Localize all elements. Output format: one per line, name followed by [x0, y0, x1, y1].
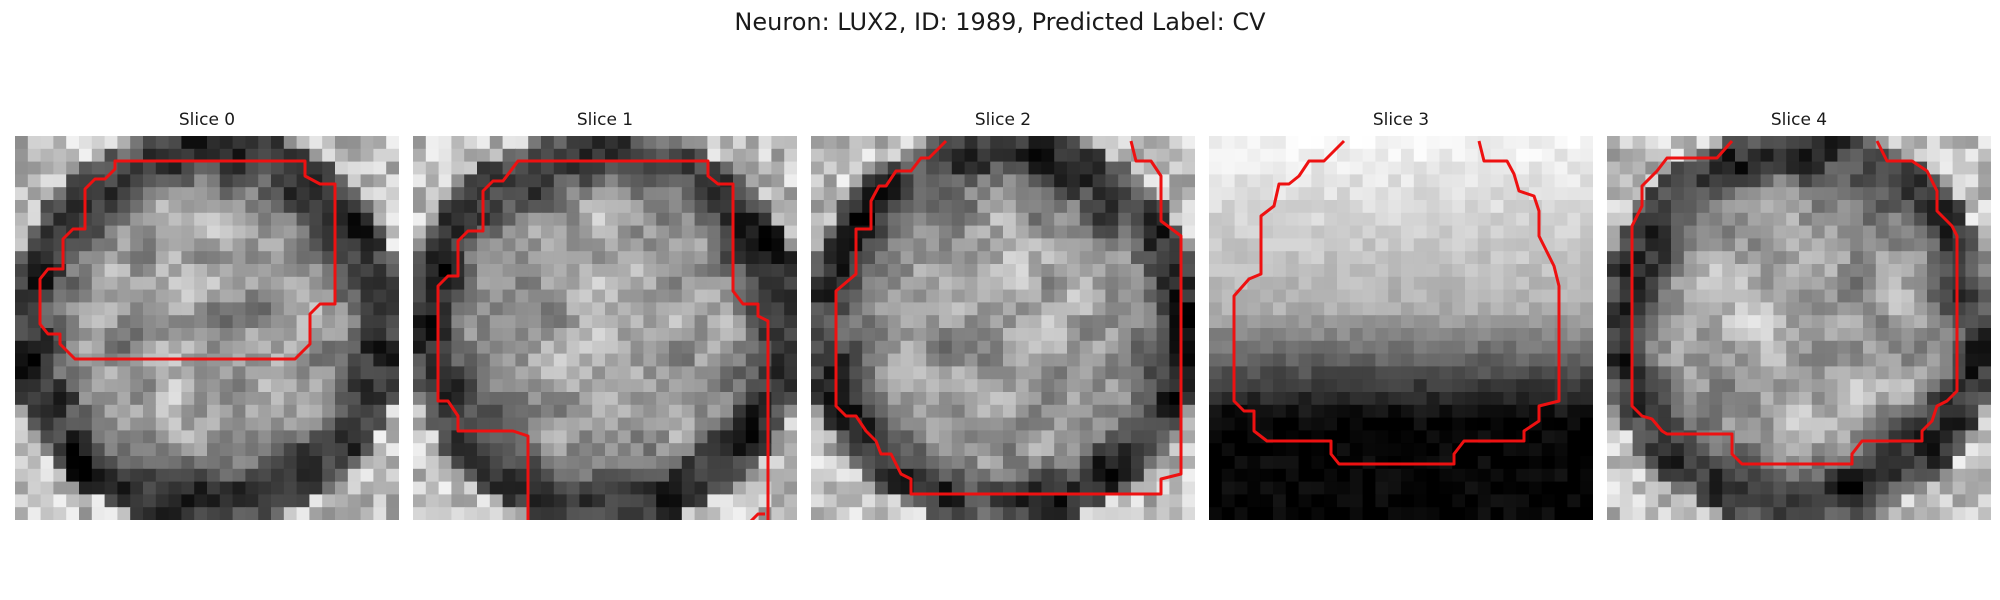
red-contour-outline: [436, 159, 770, 520]
slice-title-2: Slice 2: [974, 110, 1032, 130]
grayscale-slice-pixels: [413, 136, 797, 520]
slice-image-4: [1607, 136, 1991, 520]
figure-title: Neuron: LUX2, ID: 1989, Predicted Label:…: [734, 8, 1266, 36]
red-contour-outline: [1630, 140, 1959, 466]
grayscale-slice-pixels: [811, 136, 1195, 520]
grayscale-slice-pixels: [1607, 136, 1991, 520]
slice-title-1: Slice 1: [576, 110, 634, 130]
red-contour-outline: [834, 139, 1183, 496]
red-contour-outline: [1232, 139, 1561, 466]
slice-image-1: [413, 136, 797, 520]
red-contour-outline: [38, 159, 337, 361]
grayscale-slice-pixels: [15, 136, 399, 520]
slice-title-4: Slice 4: [1770, 110, 1828, 130]
slice-title-0: Slice 0: [178, 110, 236, 130]
slice-image-3: [1209, 136, 1593, 520]
slice-title-3: Slice 3: [1372, 110, 1430, 130]
grayscale-slice-pixels: [1209, 136, 1593, 520]
slice-image-0: [15, 136, 399, 520]
slice-image-2: [811, 136, 1195, 520]
